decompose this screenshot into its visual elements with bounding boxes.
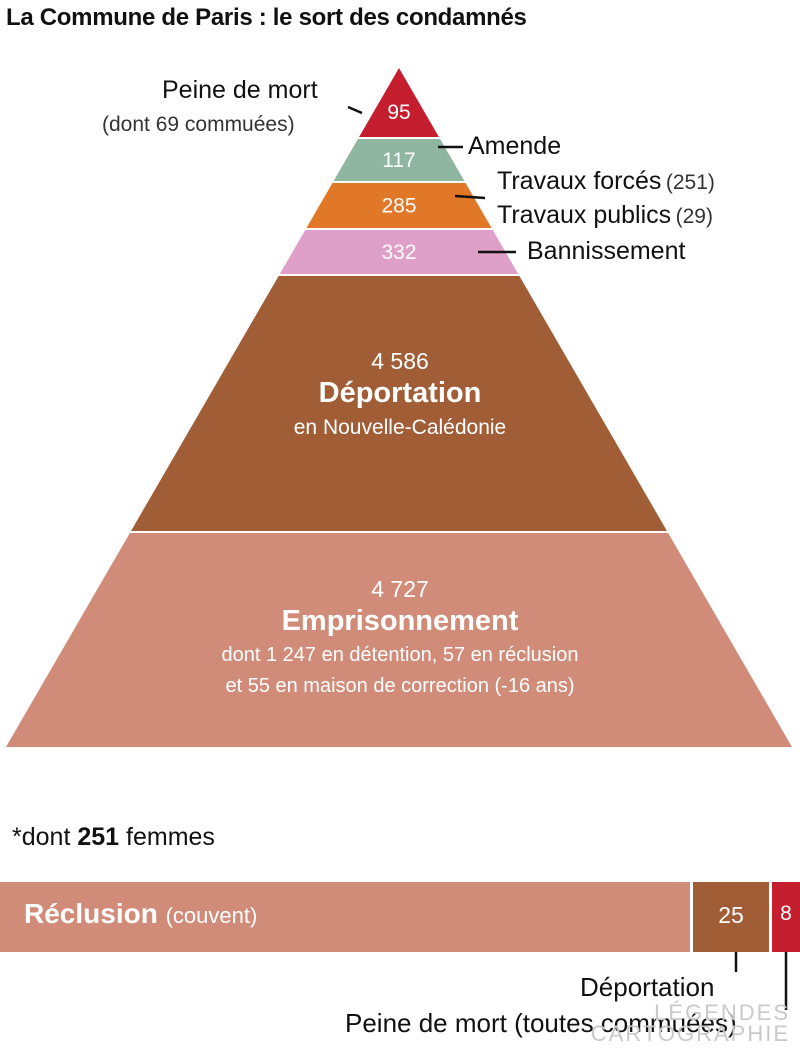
label-bannissement: Bannissement xyxy=(527,237,686,265)
band-amende-value: 117 xyxy=(382,149,415,172)
band-bannissement xyxy=(279,230,519,274)
watermark-logo: LÉGENDES CARTOGRAPHIE xyxy=(590,1000,790,1046)
band-amende xyxy=(333,139,465,181)
label-travaux-forces: Travaux forcés xyxy=(497,167,662,195)
deportation-block: 4 586 Déportation en Nouvelle-Calédonie xyxy=(0,348,800,440)
bar-peine-de-mort xyxy=(772,882,800,952)
deportation-value: 4 586 xyxy=(371,348,429,374)
chart-title: La Commune de Paris : le sort des condam… xyxy=(6,4,527,31)
band-emprisonnement xyxy=(6,533,792,747)
deportation-sublabel: en Nouvelle-Calédonie xyxy=(293,416,507,439)
leader-travaux xyxy=(454,194,486,200)
watermark-line2: CARTOGRAPHIE xyxy=(590,1021,790,1046)
reclusion-label: Réclusion xyxy=(24,898,158,929)
sublabel-peine-de-mort: (dont 69 commuées) xyxy=(102,113,295,136)
bar-peine-de-mort-value: 8 xyxy=(780,902,792,925)
bar-deportation xyxy=(693,882,769,952)
emprisonnement-sublabel: dont 1 247 en détention, 57 en réclusion xyxy=(221,644,579,666)
band-peine-de-mort-value: 95 xyxy=(387,101,410,124)
deportation-label: Déportation xyxy=(318,377,482,409)
band-peine-de-mort xyxy=(359,68,439,137)
note-suffix: femmes xyxy=(126,823,215,851)
watermark-line1: LÉGENDES xyxy=(654,1000,790,1025)
reclusion-sublabel: (couvent) xyxy=(165,903,258,928)
bottom-deportation-label: Déportation xyxy=(580,972,715,1002)
count-travaux-publics: (29) xyxy=(675,205,713,228)
bar-deportation-value: 25 xyxy=(718,902,744,928)
emprisonnement-label: Emprisonnement xyxy=(281,605,519,637)
bar-reclusion-label: Réclusion (couvent) xyxy=(24,898,257,930)
label-amende: Amende xyxy=(468,132,562,160)
emprisonnement-value: 4 727 xyxy=(371,576,429,602)
band-deportation xyxy=(131,276,667,531)
label-travaux-publics-row: Travaux publics (29) xyxy=(497,201,713,230)
bottom-peine-de-mort-label: Peine de mort (toutes commuées) xyxy=(345,1008,737,1038)
emprisonnement-sublabel2: et 55 en maison de correction (-16 ans) xyxy=(225,675,575,697)
label-travaux-forces-row: Travaux forcés (251) xyxy=(497,167,715,196)
bar-reclusion xyxy=(0,882,690,952)
count-travaux-forces: (251) xyxy=(665,171,715,194)
note-number: 251 xyxy=(77,823,120,851)
note-prefix: *dont xyxy=(12,823,71,851)
women-note: *dont 251 femmes xyxy=(12,823,215,852)
band-travaux xyxy=(306,183,492,228)
label-peine-de-mort: Peine de mort xyxy=(162,76,318,104)
band-bannissement-value: 332 xyxy=(381,241,416,264)
leader-peine-de-mort xyxy=(347,105,363,115)
label-travaux-publics: Travaux publics xyxy=(497,201,672,229)
emprisonnement-block: 4 727 Emprisonnement dont 1 247 en déten… xyxy=(0,576,800,702)
band-travaux-value: 285 xyxy=(381,195,416,218)
